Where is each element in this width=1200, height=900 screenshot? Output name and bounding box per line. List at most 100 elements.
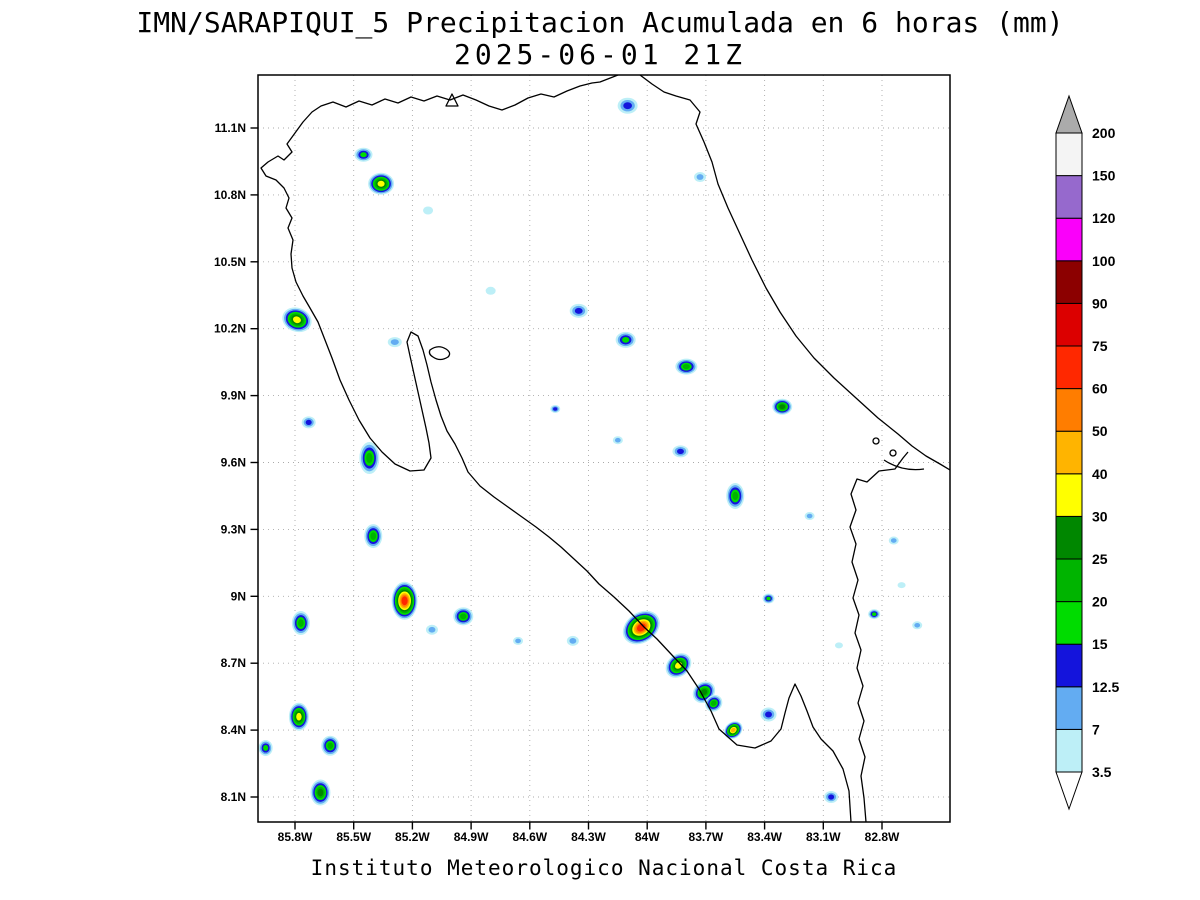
precip-contour — [515, 638, 521, 644]
precip-cell — [359, 442, 380, 475]
precip-contour — [327, 742, 334, 749]
precip-cell — [772, 398, 793, 415]
precip-cell — [258, 739, 273, 756]
x-tick-label: 85.2W — [395, 830, 430, 844]
precip-cell — [705, 694, 723, 712]
precip-contour — [423, 206, 434, 215]
precip-contour — [390, 339, 399, 345]
colorbar-below-arrow — [1055, 771, 1083, 811]
precip-cell — [550, 404, 561, 413]
precip-contour — [696, 174, 704, 180]
precip-cell — [321, 735, 340, 756]
colorbar-label: 100 — [1092, 253, 1116, 269]
x-tick-label: 84.9W — [454, 830, 489, 844]
precip-contour — [806, 513, 813, 519]
precip-contour — [370, 532, 377, 540]
precip-cell — [694, 172, 707, 183]
precip-contour — [676, 448, 684, 454]
axis-ticks — [250, 127, 883, 830]
colorbar-label: 90 — [1092, 295, 1108, 311]
precip-cell — [724, 721, 743, 739]
precip-contour — [828, 794, 835, 800]
y-tick-label: 11.1N — [215, 121, 246, 135]
precip-cell — [387, 337, 402, 348]
colorbar-segment — [1055, 217, 1083, 262]
colorbar-above-arrow — [1055, 94, 1083, 134]
precip-contour — [305, 419, 312, 425]
coastlines — [260, 75, 950, 822]
precip-cell — [760, 707, 777, 722]
y-tick-label: 9N — [231, 589, 246, 603]
precip-cell — [622, 610, 660, 645]
y-tick-label: 9.3N — [221, 522, 246, 536]
precip-cell — [310, 779, 331, 806]
precip-contour — [766, 596, 771, 601]
colorbar-segment — [1055, 558, 1083, 603]
precip-cell — [804, 512, 815, 521]
precip-cell — [726, 482, 745, 509]
colorbar-label: 12.5 — [1092, 679, 1119, 695]
colorbar-segment — [1055, 430, 1083, 475]
axis-labels: 11.1N 10.8N 10.5N 10.2N 9.9N 9.6N 9.3N 9N 8.7N 8.… — [214, 121, 900, 844]
precip-contour — [485, 286, 496, 295]
precip-cell — [354, 147, 373, 162]
precip-cell — [824, 791, 839, 803]
chart-title: IMN/SARAPIQUI_5 Precipitacion Acumulada … — [136, 6, 1064, 39]
precip-contour — [377, 180, 385, 187]
colorbar-segment — [1055, 260, 1083, 304]
precip-contour — [890, 538, 897, 543]
precip-cell — [364, 524, 383, 549]
precip-cell — [612, 436, 623, 445]
colorbar-label: 120 — [1092, 210, 1116, 226]
precip-cell — [665, 653, 692, 678]
precip-contour — [732, 491, 739, 501]
colorbar-label: 200 — [1092, 125, 1116, 141]
colorbar-segment — [1055, 473, 1083, 517]
x-tick-label: 84W — [635, 830, 660, 844]
precip-contour — [297, 619, 304, 627]
precip-cell — [897, 582, 906, 589]
y-tick-label: 8.4N — [221, 723, 246, 737]
precip-cell — [291, 611, 310, 636]
precip-cell — [513, 636, 524, 645]
x-tick-label: 83.4W — [747, 830, 782, 844]
x-tick-label: 84.3W — [571, 830, 606, 844]
colorbar-segment — [1055, 345, 1083, 390]
precip-contour — [623, 102, 632, 110]
footer-caption: Instituto Meteorologico Nacional Costa R… — [310, 856, 898, 880]
precip-contour — [779, 404, 786, 410]
colorbar-label: 7 — [1092, 721, 1100, 737]
precip-contour — [574, 307, 583, 314]
x-tick-label: 82.8W — [865, 830, 900, 844]
colorbar-segment — [1055, 515, 1083, 560]
precip-contour — [292, 316, 301, 324]
y-tick-label: 8.7N — [221, 656, 246, 670]
x-tick-label: 83.7W — [689, 830, 724, 844]
precip-cell — [675, 358, 698, 375]
y-tick-label: 10.8N — [214, 188, 246, 202]
bocas-lagoon — [883, 459, 925, 471]
precip-cell — [912, 621, 923, 630]
colorbar-segment — [1055, 132, 1083, 177]
precip-cell — [615, 331, 636, 348]
colorbar-segment — [1055, 175, 1083, 219]
precip-contour — [296, 712, 302, 721]
gulf-island — [428, 346, 451, 361]
chart-subtitle: 2025-06-01 21Z — [453, 38, 746, 71]
precip-contour — [428, 626, 436, 633]
x-tick-label: 84.6W — [512, 830, 547, 844]
precip-contour — [682, 364, 690, 370]
precip-contour — [569, 638, 577, 644]
precip-cell — [888, 536, 899, 545]
precip-cell — [617, 97, 638, 114]
precip-contour — [765, 711, 772, 718]
precip-cell — [834, 642, 843, 649]
colorbar: 3.5 7 12.5 15 20 25 30 40 50 60 75 90 100 120 150 200 — [1055, 94, 1119, 811]
y-tick-label: 8.1N — [221, 790, 246, 804]
precip-contour — [834, 642, 843, 649]
map-frame — [257, 74, 951, 823]
precip-contour — [614, 437, 621, 443]
precip-contour — [871, 612, 877, 616]
precip-contour — [460, 613, 467, 620]
